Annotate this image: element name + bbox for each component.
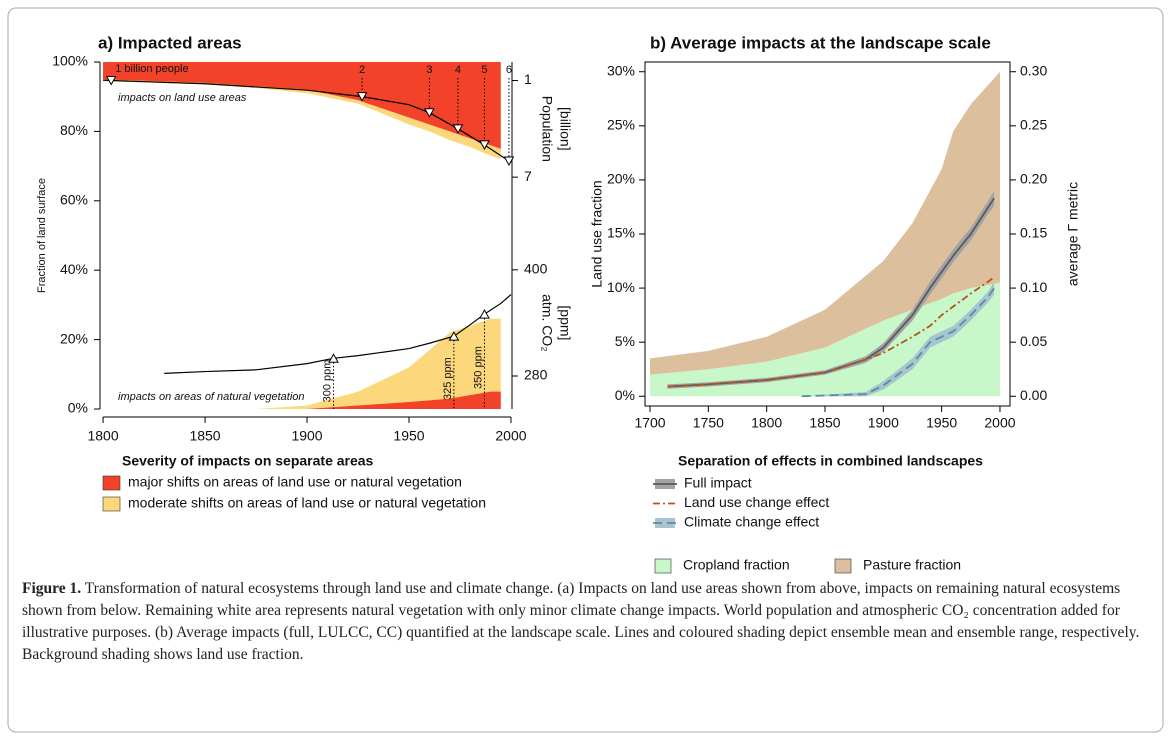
population-marker [479, 140, 490, 150]
natural-vegetation-area [103, 318, 501, 409]
y2-axis-label: average Γ metric [1065, 182, 1081, 286]
x-tick-label: 2000 [984, 415, 1015, 431]
legend-label: Cropland fraction [683, 557, 790, 573]
figure-border [7, 7, 1164, 733]
population-marker-label: 2 [359, 64, 365, 76]
population-tick-label: 1 [524, 71, 532, 87]
population-axis-label: [billion] [557, 107, 573, 151]
y-tick-label: 20% [60, 330, 88, 346]
legend-swatch [102, 496, 121, 512]
population-marker [452, 124, 464, 134]
co2-marker [448, 331, 460, 341]
y-tick-label: 0% [615, 387, 635, 403]
x-tick-label: 1950 [393, 428, 424, 444]
co2-tick-label: 280 [524, 367, 548, 383]
y-tick-label: 100% [52, 53, 88, 69]
annotation: impacts on areas of natural vegetation [118, 391, 305, 403]
x-tick-label: 1850 [189, 428, 220, 444]
population-marker [503, 156, 515, 167]
legend-label: Pasture fraction [863, 557, 961, 573]
co2-axis-label: atm. CO₂ [539, 294, 555, 352]
legend-swatch [654, 558, 672, 574]
y-tick-label: 15% [607, 225, 635, 241]
x-tick-label: 1900 [291, 428, 322, 444]
co2-marker-label: 325 ppm [442, 357, 454, 400]
y2-tick-label: 0.15 [1020, 225, 1047, 241]
population-marker-label: 3 [426, 64, 432, 76]
x-tick-label: 1800 [751, 415, 782, 431]
x-tick-label: 1700 [634, 415, 665, 431]
caption: Figure 1. Transformation of natural ecos… [22, 578, 1150, 666]
x-tick-label: 1750 [693, 415, 724, 431]
x-tick-label: 1900 [868, 415, 899, 431]
legend-title: Severity of impacts on separate areas [122, 453, 374, 469]
legend-band [655, 518, 675, 528]
series-line [667, 197, 995, 388]
population-line [103, 79, 512, 164]
x-tick-label: 1800 [87, 428, 118, 444]
co2-marker [479, 309, 490, 319]
y2-tick-label: 0.25 [1020, 117, 1047, 133]
population-marker-label: 4 [455, 64, 461, 76]
co2-marker [328, 353, 339, 363]
population-marker-label: 5 [481, 64, 487, 76]
chart-title: a) Impacted areas [98, 33, 242, 52]
land-use-area [103, 62, 501, 149]
population-marker [356, 92, 368, 102]
y-tick-label: 0% [68, 400, 88, 416]
population-axis-label: Population [539, 96, 555, 162]
co2-tick-label: 400 [524, 261, 548, 277]
chart-title: b) Average impacts at the landscape scal… [650, 33, 991, 52]
y-tick-label: 5% [615, 333, 635, 349]
series-line [667, 276, 995, 388]
land-use-area [650, 71, 1000, 375]
legend-swatch [834, 558, 852, 574]
x-tick-label: 2000 [495, 428, 526, 444]
population-marker [105, 76, 117, 86]
co2-axis-label: [ppm] [557, 305, 573, 340]
y-tick-label: 60% [60, 192, 88, 208]
caption-label: Figure 1. [22, 580, 82, 597]
y2-tick-label: 0.05 [1020, 333, 1047, 349]
y2-tick-label: 0.30 [1020, 62, 1047, 78]
co2-marker-label: 300 ppm [321, 360, 333, 403]
x-tick-label: 1950 [926, 415, 957, 431]
y-tick-label: 80% [60, 122, 88, 138]
x-tick-label: 1850 [809, 415, 840, 431]
legend-label: Full impact [684, 475, 752, 491]
natural-vegetation-area [103, 391, 501, 409]
series-line [801, 287, 995, 398]
y-axis-label: Land use fraction [589, 180, 605, 287]
co2-marker-label: 350 ppm [472, 346, 484, 389]
y-tick-label: 40% [60, 261, 88, 277]
legend-label: Land use change effect [684, 494, 829, 510]
range-band [801, 281, 995, 397]
y-tick-label: 30% [607, 62, 635, 78]
y2-tick-label: 0.20 [1020, 171, 1047, 187]
legend-label: Climate change effect [684, 514, 819, 530]
y2-tick-label: 0.00 [1020, 387, 1047, 403]
legend-title: Separation of effects in combined landsc… [678, 453, 983, 469]
population-marker-label: 1 billion people [115, 63, 188, 75]
annotation: impacts on land use areas [118, 92, 247, 104]
caption-text: Transformation of natural ecosystems thr… [22, 580, 1140, 663]
y-tick-label: 10% [607, 279, 635, 295]
legend-swatch [102, 475, 121, 491]
legend-label: moderate shifts on areas of land use or … [128, 495, 486, 511]
y-tick-label: 25% [607, 117, 635, 133]
legend-label: major shifts on areas of land use or nat… [128, 474, 462, 490]
population-marker-label: 6 [506, 64, 512, 76]
y2-tick-label: 0.10 [1020, 279, 1047, 295]
population-tick-label: 7 [524, 168, 532, 184]
y-tick-label: 20% [607, 171, 635, 187]
population-marker [424, 108, 435, 118]
y-axis-label: Fraction of land surface [36, 178, 48, 293]
